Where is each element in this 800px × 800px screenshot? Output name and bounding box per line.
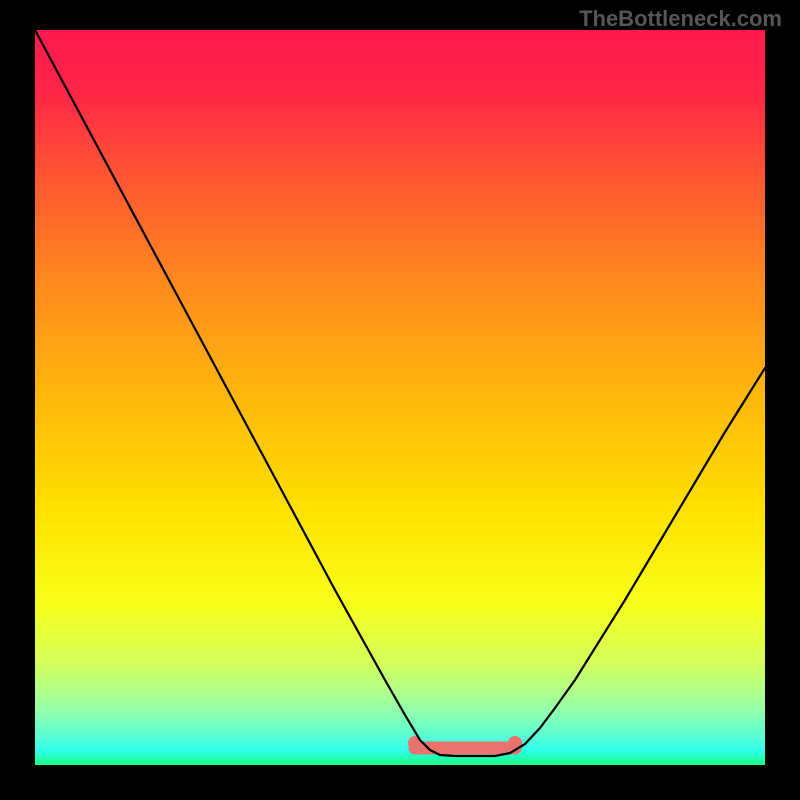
watermark-text: TheBottleneck.com: [579, 6, 782, 32]
plot-area: [35, 30, 765, 765]
chart-svg: [35, 30, 765, 765]
chart-container: TheBottleneck.com: [0, 0, 800, 800]
gradient-background: [35, 30, 765, 765]
